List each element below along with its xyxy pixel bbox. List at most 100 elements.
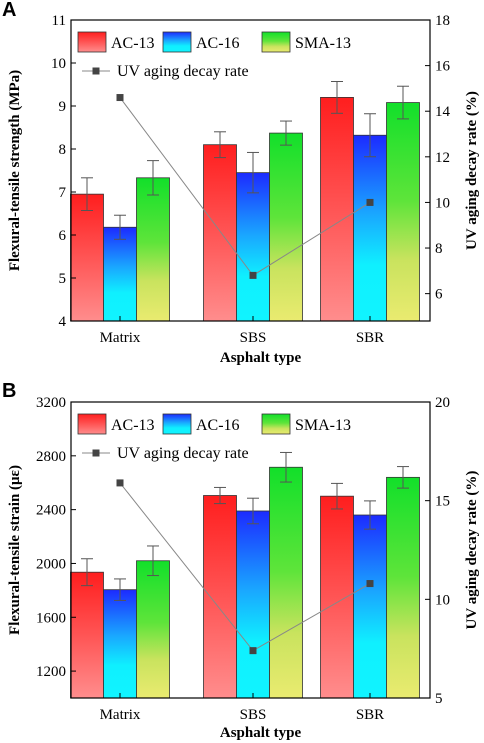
error-bar — [214, 131, 226, 159]
x-tick-label: SBR — [356, 330, 384, 346]
bar-ac-13-sbr — [320, 495, 354, 699]
legend-swatch-ac-13 — [77, 31, 107, 53]
decay-rate-point-sbr — [366, 198, 374, 206]
bar-ac-13-sbs — [203, 144, 237, 322]
legend-label-sma-13: SMA-13 — [295, 417, 351, 434]
y2-tick-label: 5 — [435, 691, 443, 707]
decay-rate-point-matrix — [116, 479, 124, 487]
bar-sma-13-sbs — [269, 466, 303, 699]
y2-axis-title: UV aging decay rate (%) — [464, 91, 480, 250]
legend-label-ac-13: AC-13 — [111, 417, 155, 434]
bar-ac-16-sbs — [236, 510, 270, 699]
y2-tick-label: 18 — [435, 13, 450, 29]
error-bar — [214, 486, 226, 505]
error-bar — [280, 451, 292, 483]
legend-swatch-ac-16 — [162, 413, 192, 435]
error-bar — [364, 500, 376, 530]
y2-tick-label: 14 — [435, 104, 451, 120]
y2-tick-label: 12 — [435, 150, 450, 166]
bar-ac-13-sbr — [320, 97, 354, 322]
legend: AC-13 AC-16 SMA-13 UV aging decay rate — [77, 31, 351, 80]
legend-swatch-ac-16 — [162, 31, 192, 53]
bar-sma-13-matrix — [136, 177, 170, 322]
y-tick-label: 2400 — [36, 503, 66, 519]
bar-sma-13-matrix — [136, 560, 170, 699]
decay-rate-point-sbr — [366, 580, 374, 588]
bar-ac-13-matrix — [70, 193, 104, 322]
chart-panel-b: B 1200 1600 2000 2400 2800 3200 5 10 15 20 Matrix SB… — [2, 380, 480, 741]
x-axis-title: Asphalt type — [220, 725, 302, 741]
legend-swatch-sma-13 — [261, 413, 291, 435]
bar-ac-16-matrix — [103, 589, 137, 699]
legend-label-ac-16: AC-16 — [196, 35, 240, 52]
y-tick-label: 10 — [51, 56, 66, 72]
y-axis-title: Flexural-tensile strength (MPa) — [7, 70, 23, 271]
error-bar — [81, 177, 93, 211]
plot-frame — [70, 19, 431, 322]
decay-rate-point-matrix — [116, 94, 124, 102]
y2-tick-label: 15 — [435, 494, 450, 510]
legend-label-sma-13: SMA-13 — [295, 35, 351, 52]
y-tick-label: 8 — [59, 142, 67, 158]
x-tick-label: Matrix — [100, 707, 141, 723]
error-bar — [397, 466, 409, 489]
error-bar — [247, 497, 259, 525]
y2-tick-label: 10 — [435, 592, 450, 608]
error-bar — [114, 578, 126, 601]
panel-letter: A — [2, 0, 16, 21]
y-tick-label: 3200 — [36, 395, 66, 411]
y-axis-title: Flexural-tensile strain (με) — [7, 465, 23, 635]
legend-swatch-ac-13 — [77, 413, 107, 435]
error-bar — [331, 482, 343, 510]
error-bar — [331, 80, 343, 114]
y-tick-label: 4 — [59, 314, 67, 330]
bar-ac-16-sbr — [353, 514, 387, 699]
x-tick-label: Matrix — [100, 330, 141, 346]
y2-axis-title: UV aging decay rate (%) — [464, 471, 480, 630]
bar-ac-16-sbr — [353, 134, 387, 322]
error-bar — [247, 151, 259, 194]
decay-rate-point-sbs — [249, 647, 257, 655]
legend-label-ac-16: AC-16 — [196, 417, 240, 434]
legend-swatch-sma-13 — [261, 31, 291, 53]
x-axis-title: Asphalt type — [220, 350, 302, 366]
y-tick-label: 9 — [59, 99, 67, 115]
y2-tick-label: 20 — [435, 395, 450, 411]
legend-label-decay-rate: UV aging decay rate — [117, 445, 249, 462]
error-bar — [147, 545, 159, 577]
chart-panel-a: A 4 5 6 7 8 9 10 11 6 8 10 12 14 16 18 Matrix SBS SBR Aspha… — [2, 0, 480, 366]
error-bar — [81, 558, 93, 587]
error-bar — [397, 85, 409, 120]
y-tick-label: 11 — [52, 13, 66, 29]
y2-tick-label: 8 — [435, 241, 443, 257]
bar-ac-16-sbs — [236, 172, 270, 322]
error-bar — [147, 160, 159, 196]
x-tick-label: SBS — [240, 707, 267, 723]
legend-label-decay-rate: UV aging decay rate — [117, 63, 249, 80]
error-bar — [280, 120, 292, 146]
y-tick-label: 2800 — [36, 449, 66, 465]
y-tick-label: 1200 — [36, 664, 66, 680]
legend-label-ac-13: AC-13 — [111, 35, 155, 52]
y-tick-label: 1600 — [36, 610, 66, 626]
bar-ac-13-sbs — [203, 495, 237, 699]
y-tick-label: 2000 — [36, 556, 66, 572]
y-tick-label: 6 — [59, 228, 67, 244]
y2-tick-label: 16 — [435, 59, 451, 75]
bar-ac-13-matrix — [70, 571, 104, 699]
decay-rate-point-sbs — [249, 271, 257, 279]
x-tick-label: SBS — [240, 330, 267, 346]
bar-sma-13-sbs — [269, 132, 303, 322]
bar-ac-16-matrix — [103, 226, 137, 322]
bar-sma-13-sbr — [386, 476, 420, 699]
error-bar — [364, 113, 376, 158]
legend: AC-13 AC-16 SMA-13 UV aging decay rate — [77, 413, 351, 462]
error-bar — [114, 214, 126, 240]
y2-tick-label: 10 — [435, 195, 450, 211]
legend-marker-swatch — [92, 67, 100, 75]
legend-marker-swatch — [92, 449, 100, 457]
bar-sma-13-sbr — [386, 102, 420, 322]
x-tick-label: SBR — [356, 707, 384, 723]
y-tick-label: 5 — [59, 271, 67, 287]
